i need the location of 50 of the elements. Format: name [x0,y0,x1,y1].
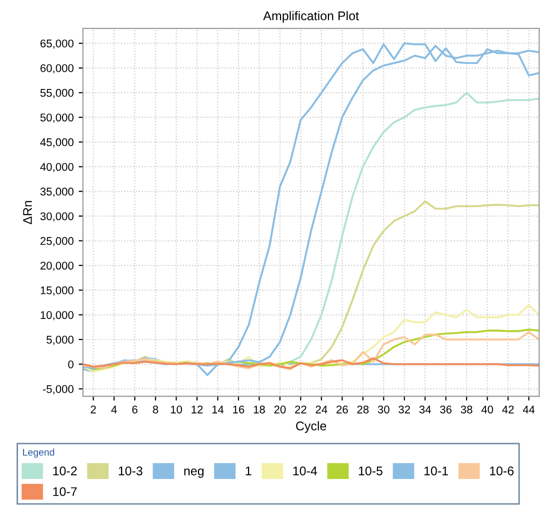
x-tick-label: 22 [295,406,306,414]
y-tick-label: 65,000 [40,40,74,49]
y-tick-label: 25,000 [40,237,74,246]
y-tick-label: 45,000 [40,138,74,148]
y-axis-title: ΔRn [23,201,32,224]
x-tick-label: 34 [419,406,431,414]
x-tick-label: 40 [481,406,494,414]
legend-label: 10-2 [53,466,77,476]
x-tick-label: 30 [378,406,390,414]
x-tick-label: 2 [90,406,96,414]
legend-label: 10-5 [358,466,382,476]
y-tick-label: 40,000 [40,162,74,172]
y-tick-label: -5,000 [42,385,74,394]
x-tick-label: 8 [152,406,158,414]
y-tick-label: 20,000 [40,262,74,271]
x-tick-label: 26 [336,406,348,414]
x-tick-label: 24 [316,406,328,414]
x-tick-label: 12 [192,406,203,414]
legend-label: 10-6 [490,466,514,476]
x-tick-label: 20 [274,406,286,414]
chart-title: Amplification Plot [263,11,359,23]
y-tick-label: 0 [68,360,74,368]
legend-title: Legend [23,448,54,458]
x-tick-label: 10 [170,406,182,414]
x-axis-title: Cycle [296,421,326,433]
x-tick-label: 28 [357,406,369,414]
y-tick-label: 50,000 [40,114,74,123]
y-tick-label: 55,000 [40,88,74,98]
x-tick-label: 4 [111,406,117,414]
y-tick-label: 5,000 [46,336,74,345]
legend-label: 10-7 [53,487,77,496]
y-tick-label: 30,000 [40,212,74,222]
x-tick-label: 42 [502,406,514,414]
y-tick-label: 60,000 [40,64,74,74]
x-tick-label: 32 [398,406,410,414]
x-tick-label: 14 [212,406,224,414]
legend-label: 1 [246,466,252,476]
y-tick-label: 15,000 [40,286,74,296]
legend-label: 10-1 [424,466,448,476]
y-tick-label: 35,000 [40,188,74,197]
y-tick-label: 10,000 [40,311,74,320]
x-tick-label: 18 [254,406,265,414]
x-tick-label: 16 [233,406,244,414]
legend-label: neg [184,468,204,478]
x-tick-label: 38 [460,406,472,414]
x-tick-label: 6 [132,406,138,414]
legend-label: 10-3 [118,466,142,476]
x-tick-label: 44 [522,406,535,414]
x-tick-label: 36 [440,406,452,414]
legend-label: 10-4 [293,466,318,476]
